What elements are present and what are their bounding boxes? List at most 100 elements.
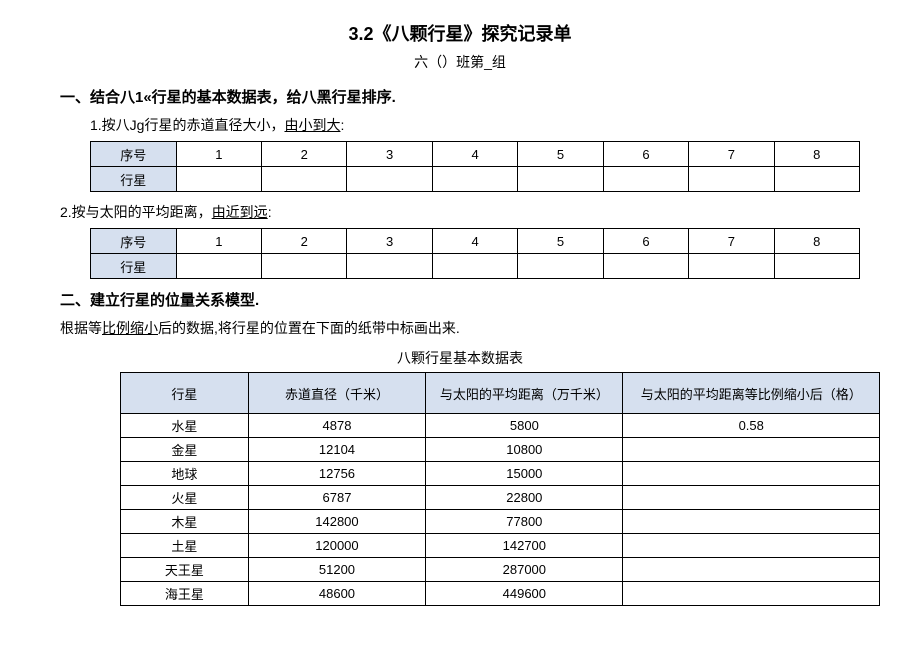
- table-row: 土星 120000 142700: [121, 534, 880, 558]
- table-cell: [603, 167, 688, 192]
- cell-diameter: 4878: [248, 414, 426, 438]
- section1-q1: 1.按八Jg行星的赤道直径大小，由小到大:: [90, 115, 860, 135]
- cell-scaled: 0.58: [623, 414, 880, 438]
- q2-prefix: 2.按与太阳的平均距离，: [60, 204, 212, 220]
- table-cell: [176, 254, 261, 279]
- q1-underlined: 由小到大: [284, 117, 340, 133]
- table-cell: [262, 254, 347, 279]
- table-cell: 5: [518, 229, 603, 254]
- table-cell: 6: [603, 229, 688, 254]
- section2-heading: 二、建立行星的位量关系模型.: [60, 289, 860, 310]
- cell-distance: 449600: [426, 582, 623, 606]
- cell-scaled: [623, 510, 880, 534]
- table-cell: [176, 167, 261, 192]
- table-cell: [774, 254, 859, 279]
- cell-planet: 天王星: [121, 558, 249, 582]
- page-title: 3.2《八颗行星》探究记录单: [60, 20, 860, 46]
- cell-diameter: 12756: [248, 462, 426, 486]
- table-cell: 3: [347, 229, 432, 254]
- cell-distance: 10800: [426, 438, 623, 462]
- cell-distance: 287000: [426, 558, 623, 582]
- page-subtitle: 六（）班第_组: [60, 52, 860, 72]
- table-cell: 5: [518, 142, 603, 167]
- cell-distance: 5800: [426, 414, 623, 438]
- q2-underlined: 由近到远: [212, 204, 268, 220]
- table-row: 水星 4878 5800 0.58: [121, 414, 880, 438]
- cell-scaled: [623, 462, 880, 486]
- table-cell: 1: [176, 229, 261, 254]
- cell-planet: 海王星: [121, 582, 249, 606]
- table-row: 序号 1 2 3 4 5 6 7 8: [91, 229, 860, 254]
- table-row: 地球 12756 15000: [121, 462, 880, 486]
- table-row: 行星: [91, 167, 860, 192]
- table-row: 海王星 48600 449600: [121, 582, 880, 606]
- table-cell: 8: [774, 229, 859, 254]
- note-prefix: 根据等: [60, 320, 102, 336]
- table-cell: 3: [347, 142, 432, 167]
- table-row: 木星 142800 77800: [121, 510, 880, 534]
- header-scaled: 与太阳的平均距离等比例缩小后（格）: [623, 373, 880, 414]
- cell-planet: 地球: [121, 462, 249, 486]
- table-cell: [347, 254, 432, 279]
- table-row: 行星: [91, 254, 860, 279]
- cell-scaled: [623, 534, 880, 558]
- cell-distance: 142700: [426, 534, 623, 558]
- table-row: 火星 6787 22800: [121, 486, 880, 510]
- data-table-caption: 八颗行星基本数据表: [60, 348, 860, 368]
- cell-planet: 土星: [121, 534, 249, 558]
- table-cell: 7: [689, 142, 774, 167]
- table-cell: [518, 167, 603, 192]
- row-label-index: 序号: [91, 142, 177, 167]
- header-diameter: 赤道直径（千米）: [248, 373, 426, 414]
- note-underlined: 比例缩小: [102, 320, 158, 336]
- table-cell: 4: [432, 142, 517, 167]
- table-cell: 2: [262, 142, 347, 167]
- cell-diameter: 142800: [248, 510, 426, 534]
- table-cell: 1: [176, 142, 261, 167]
- cell-planet: 火星: [121, 486, 249, 510]
- cell-scaled: [623, 438, 880, 462]
- planet-data-table: 行星 赤道直径（千米） 与太阳的平均距离（万千米） 与太阳的平均距离等比例缩小后…: [120, 372, 880, 606]
- row-label-planet: 行星: [91, 254, 177, 279]
- table-cell: [603, 254, 688, 279]
- table-row: 金星 12104 10800: [121, 438, 880, 462]
- cell-diameter: 12104: [248, 438, 426, 462]
- table-cell: 8: [774, 142, 859, 167]
- section2-note: 根据等比例缩小后的数据,将行星的位置在下面的纸带中标画出来.: [60, 318, 860, 338]
- ordering-table-1: 序号 1 2 3 4 5 6 7 8 行星: [90, 141, 860, 192]
- cell-planet: 水星: [121, 414, 249, 438]
- cell-scaled: [623, 486, 880, 510]
- cell-diameter: 120000: [248, 534, 426, 558]
- header-distance: 与太阳的平均距离（万千米）: [426, 373, 623, 414]
- table-cell: [774, 167, 859, 192]
- cell-distance: 22800: [426, 486, 623, 510]
- table-cell: [689, 167, 774, 192]
- q1-prefix: 1.按八Jg行星的赤道直径大小，: [90, 117, 284, 133]
- cell-distance: 77800: [426, 510, 623, 534]
- table-cell: 6: [603, 142, 688, 167]
- cell-distance: 15000: [426, 462, 623, 486]
- cell-scaled: [623, 558, 880, 582]
- table-cell: [347, 167, 432, 192]
- row-label-index: 序号: [91, 229, 177, 254]
- table-cell: 7: [689, 229, 774, 254]
- header-planet: 行星: [121, 373, 249, 414]
- table-cell: 4: [432, 229, 517, 254]
- note-suffix: 后的数据,将行星的位置在下面的纸带中标画出来.: [158, 320, 460, 336]
- table-row: 天王星 51200 287000: [121, 558, 880, 582]
- table-row: 序号 1 2 3 4 5 6 7 8: [91, 142, 860, 167]
- q1-suffix: :: [340, 117, 344, 133]
- table-cell: [432, 167, 517, 192]
- table-cell: 2: [262, 229, 347, 254]
- table-cell: [262, 167, 347, 192]
- table-cell: [432, 254, 517, 279]
- table-header-row: 行星 赤道直径（千米） 与太阳的平均距离（万千米） 与太阳的平均距离等比例缩小后…: [121, 373, 880, 414]
- q2-suffix: :: [268, 204, 272, 220]
- row-label-planet: 行星: [91, 167, 177, 192]
- table-cell: [689, 254, 774, 279]
- cell-diameter: 6787: [248, 486, 426, 510]
- table-cell: [518, 254, 603, 279]
- cell-scaled: [623, 582, 880, 606]
- section1-q2: 2.按与太阳的平均距离，由近到远:: [60, 202, 860, 222]
- cell-diameter: 51200: [248, 558, 426, 582]
